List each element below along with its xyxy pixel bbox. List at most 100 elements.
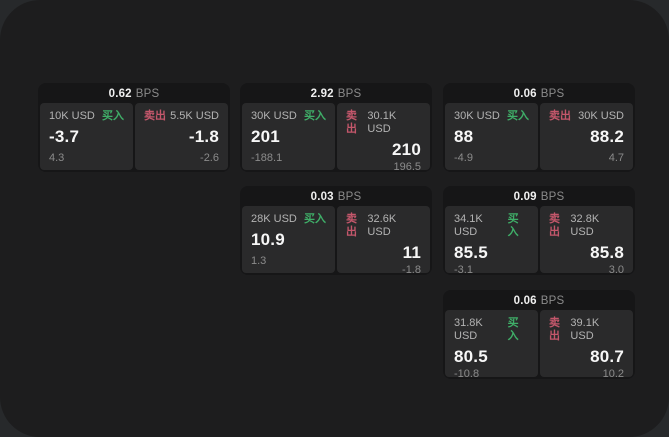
card-spread-header: 0.03 BPS xyxy=(242,188,430,206)
sell-panel[interactable]: 卖出 30K USD 88.2 4.7 xyxy=(540,103,633,170)
sell-sub-value: 196.5 xyxy=(393,161,421,173)
buy-sell-panels: 30K USD 买入 88 -4.9 卖出 30K USD 88.2 4.7 xyxy=(445,103,633,170)
spread-unit-label: BPS xyxy=(337,88,362,100)
sell-side-label: 卖出 xyxy=(549,110,571,122)
buy-panel[interactable]: 10K USD 买入 -3.7 4.3 xyxy=(40,103,133,170)
quote-card: 0.03 BPS 28K USD 买入 10.9 1.3 卖出 32.6K USD… xyxy=(240,186,432,276)
buy-panel[interactable]: 28K USD 买入 10.9 1.3 xyxy=(242,206,335,273)
buy-price: 201 xyxy=(251,127,280,146)
buy-sub-value: -10.8 xyxy=(454,368,480,380)
sell-price: 210 xyxy=(392,140,421,159)
spread-value: 0.62 xyxy=(108,88,132,100)
buy-sell-panels: 28K USD 买入 10.9 1.3 卖出 32.6K USD 11 -1.8 xyxy=(242,206,430,276)
quote-card: 0.62 BPS 10K USD 买入 -3.7 4.3 卖出 5.5K USD … xyxy=(38,83,230,172)
buy-side-label: 买入 xyxy=(507,213,519,238)
sell-sub-value: 4.7 xyxy=(608,152,624,164)
buy-amount: 31.8K USD xyxy=(454,317,483,342)
spread-value: 2.92 xyxy=(310,88,334,100)
buy-side-label: 买入 xyxy=(304,110,326,122)
quote-card: 0.09 BPS 34.1K USD 买入 85.5 -3.1 卖出 32.8K … xyxy=(443,186,635,276)
sell-amount: 30K USD xyxy=(578,110,624,122)
sell-price: 88.2 xyxy=(590,127,624,146)
buy-price: 85.5 xyxy=(454,243,488,262)
buy-side-label: 买入 xyxy=(507,317,519,342)
buy-panel[interactable]: 30K USD 买入 201 -188.1 xyxy=(242,103,335,170)
card-spread-header: 2.92 BPS xyxy=(242,85,430,103)
buy-amount: 34.1K USD xyxy=(454,213,483,238)
sell-panel[interactable]: 卖出 32.8K USD 85.8 3.0 xyxy=(540,206,633,276)
sell-panel-top-row: 卖出 5.5K USD xyxy=(144,110,219,123)
buy-sub-value: 1.3 xyxy=(251,255,267,267)
sell-amount: 5.5K USD xyxy=(170,110,219,122)
buy-sub-value: -3.1 xyxy=(454,264,473,276)
buy-sell-panels: 10K USD 买入 -3.7 4.3 卖出 5.5K USD -1.8 -2.… xyxy=(40,103,228,170)
sell-panel-top-row: 卖出 30.1K USD xyxy=(346,110,421,136)
sell-sub-value: -2.6 xyxy=(200,152,219,164)
sell-panel[interactable]: 卖出 5.5K USD -1.8 -2.6 xyxy=(135,103,228,170)
buy-price: 10.9 xyxy=(251,230,285,249)
sell-amount: 30.1K USD xyxy=(367,110,397,135)
sell-panel[interactable]: 卖出 32.6K USD 11 -1.8 xyxy=(337,206,430,276)
sell-sub-value: 3.0 xyxy=(608,264,624,276)
sell-price: -1.8 xyxy=(188,127,219,146)
sell-amount: 32.6K USD xyxy=(367,213,397,238)
buy-panel[interactable]: 34.1K USD 买入 85.5 -3.1 xyxy=(445,206,538,276)
sell-panel-top-row: 卖出 39.1K USD xyxy=(549,317,624,343)
buy-side-label: 买入 xyxy=(507,110,529,122)
buy-panel[interactable]: 31.8K USD 买入 80.5 -10.8 xyxy=(445,310,538,380)
quote-card: 0.06 BPS 30K USD 买入 88 -4.9 卖出 30K USD 88… xyxy=(443,83,635,172)
buy-sell-panels: 34.1K USD 买入 85.5 -3.1 卖出 32.8K USD 85.8… xyxy=(445,206,633,276)
buy-panel[interactable]: 30K USD 买入 88 -4.9 xyxy=(445,103,538,170)
sell-side-label: 卖出 xyxy=(144,110,166,122)
sell-panel[interactable]: 卖出 39.1K USD 80.7 10.2 xyxy=(540,310,633,380)
sell-price: 11 xyxy=(402,243,421,262)
buy-amount: 30K USD xyxy=(454,110,500,122)
sell-panel-top-row: 卖出 32.8K USD xyxy=(549,213,624,239)
buy-panel-top-row: 10K USD 买入 xyxy=(49,110,124,123)
buy-panel-top-row: 28K USD 买入 xyxy=(251,213,326,226)
sell-panel[interactable]: 卖出 30.1K USD 210 196.5 xyxy=(337,103,430,173)
buy-sub-value: -188.1 xyxy=(251,152,283,164)
spread-unit-label: BPS xyxy=(540,191,565,203)
spread-value: 0.06 xyxy=(513,88,537,100)
spread-value: 0.09 xyxy=(513,191,537,203)
sell-panel-top-row: 卖出 32.6K USD xyxy=(346,213,421,239)
spread-unit-label: BPS xyxy=(540,295,565,307)
buy-sell-panels: 30K USD 买入 201 -188.1 卖出 30.1K USD 210 1… xyxy=(242,103,430,173)
buy-panel-top-row: 31.8K USD 买入 xyxy=(454,317,529,343)
sell-side-label: 卖出 xyxy=(549,317,560,342)
sell-amount: 32.8K USD xyxy=(570,213,600,238)
buy-price: 88 xyxy=(454,127,474,146)
buy-side-label: 买入 xyxy=(102,110,124,122)
buy-amount: 28K USD xyxy=(251,213,297,225)
buy-panel-top-row: 30K USD 买入 xyxy=(251,110,326,123)
buy-price: 80.5 xyxy=(454,347,488,366)
sell-amount: 39.1K USD xyxy=(570,317,600,342)
buy-sell-panels: 31.8K USD 买入 80.5 -10.8 卖出 39.1K USD 80.… xyxy=(445,310,633,380)
buy-amount: 10K USD xyxy=(49,110,95,122)
quote-card: 2.92 BPS 30K USD 买入 201 -188.1 卖出 30.1K U… xyxy=(240,83,432,173)
spread-unit-label: BPS xyxy=(540,88,565,100)
buy-sub-value: -4.9 xyxy=(454,152,473,164)
quote-card: 0.06 BPS 31.8K USD 买入 80.5 -10.8 卖出 39.1K… xyxy=(443,290,635,380)
sell-price: 85.8 xyxy=(590,243,624,262)
sell-sub-value: 10.2 xyxy=(602,368,624,380)
buy-sub-value: 4.3 xyxy=(49,152,65,164)
spread-unit-label: BPS xyxy=(337,191,362,203)
card-spread-header: 0.62 BPS xyxy=(40,85,228,103)
buy-side-label: 买入 xyxy=(304,213,326,225)
spread-value: 0.06 xyxy=(513,295,537,307)
sell-side-label: 卖出 xyxy=(346,110,357,135)
buy-panel-top-row: 34.1K USD 买入 xyxy=(454,213,529,239)
sell-sub-value: -1.8 xyxy=(402,264,421,276)
buy-panel-top-row: 30K USD 买入 xyxy=(454,110,529,123)
spread-value: 0.03 xyxy=(310,191,334,203)
sell-side-label: 卖出 xyxy=(549,213,560,238)
sell-side-label: 卖出 xyxy=(346,213,357,238)
buy-amount: 30K USD xyxy=(251,110,297,122)
card-spread-header: 0.09 BPS xyxy=(445,188,633,206)
sell-panel-top-row: 卖出 30K USD xyxy=(549,110,624,123)
card-spread-header: 0.06 BPS xyxy=(445,292,633,310)
spread-unit-label: BPS xyxy=(135,88,160,100)
